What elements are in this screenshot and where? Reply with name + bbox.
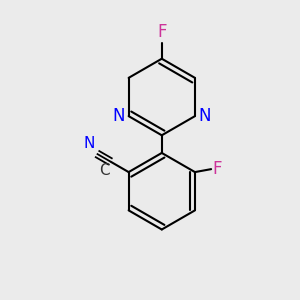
Text: C: C (99, 163, 109, 178)
Text: N: N (199, 107, 211, 125)
Text: N: N (112, 107, 125, 125)
Text: N: N (84, 136, 95, 151)
Text: F: F (157, 23, 166, 41)
Text: F: F (213, 160, 222, 178)
